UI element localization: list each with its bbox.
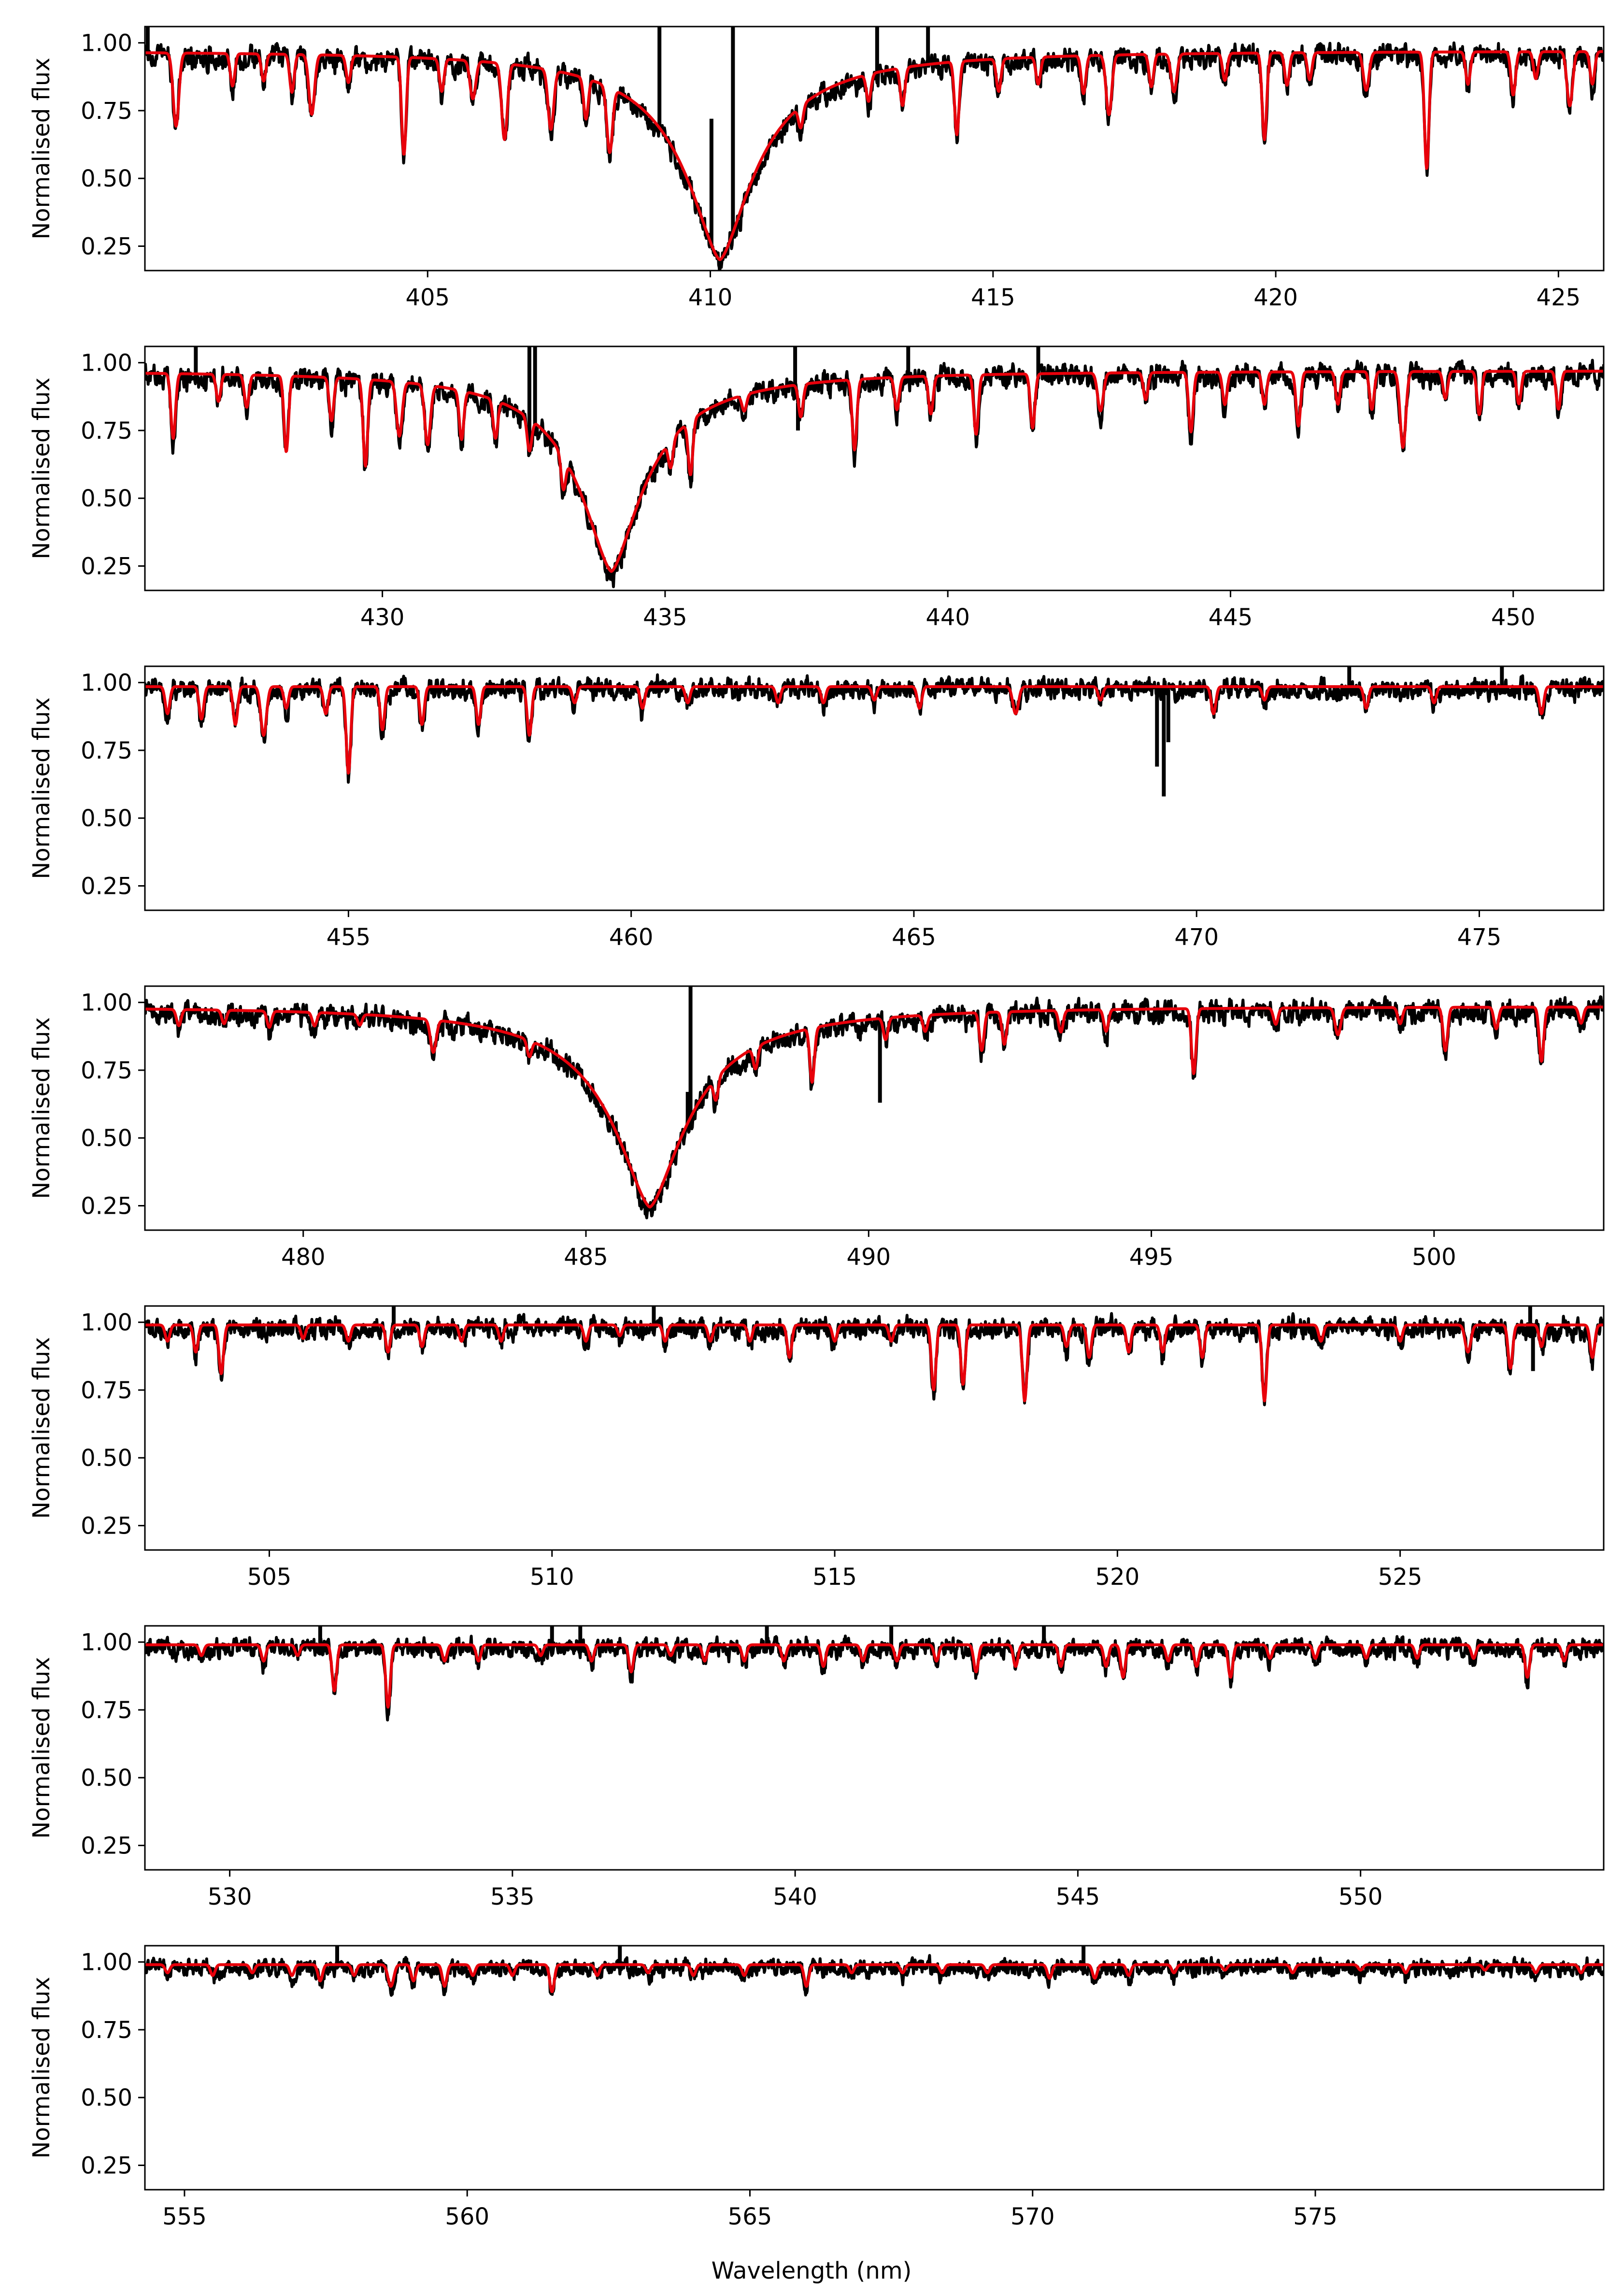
y-tick-label: 1.00 — [81, 1949, 132, 1976]
y-tick-label: 0.75 — [81, 417, 132, 445]
x-tick-label: 420 — [1253, 284, 1298, 311]
y-axis-label: Normalised flux — [28, 1977, 55, 2158]
x-tick-label: 490 — [846, 1244, 891, 1271]
x-tick-label: 525 — [1378, 1564, 1423, 1591]
x-tick-label: 460 — [609, 924, 654, 951]
observed-spectrum-line — [145, 673, 1604, 784]
x-tick-label: 550 — [1338, 1883, 1383, 1910]
x-tick-label: 545 — [1056, 1883, 1100, 1910]
model-spectrum-line — [145, 1963, 1604, 1993]
spectrum-panel-4: 480 485 490 495 500 0.25 0.50 0.75 1.00 Normalise… — [28, 985, 1605, 1271]
observed-spectrum-line — [145, 359, 1604, 588]
x-tick-label: 500 — [1412, 1244, 1456, 1271]
y-tick-label: 0.50 — [81, 1125, 132, 1152]
model-spectrum-line — [145, 1643, 1604, 1709]
spectrum-panel-1: 405 410 415 420 425 0.25 0.50 0.75 1.00 Normalise… — [28, 26, 1605, 311]
model-spectrum-line — [145, 685, 1604, 775]
x-tick-label: 450 — [1491, 604, 1536, 631]
x-tick-label: 555 — [162, 2203, 207, 2230]
y-tick-label: 1.00 — [81, 670, 132, 697]
y-tick-label: 0.75 — [81, 2017, 132, 2044]
y-tick-label: 0.25 — [81, 1833, 132, 1860]
spectrum-panel-5: 505 510 515 520 525 0.25 0.50 0.75 1.00 Normalise… — [28, 1305, 1605, 1591]
x-tick-label: 405 — [405, 284, 450, 311]
y-tick-label: 1.00 — [81, 1629, 132, 1656]
x-tick-label: 510 — [530, 1564, 574, 1591]
y-tick-label: 0.75 — [81, 1057, 132, 1084]
y-tick-label: 0.75 — [81, 98, 132, 125]
y-tick-label: 0.50 — [81, 2084, 132, 2111]
y-tick-label: 0.75 — [81, 1697, 132, 1724]
x-tick-label: 440 — [925, 604, 970, 631]
y-axis-label: Normalised flux — [28, 697, 55, 879]
x-tick-label: 480 — [281, 1244, 326, 1271]
model-spectrum-line — [145, 50, 1604, 261]
x-tick-label: 520 — [1096, 1564, 1140, 1591]
x-axis-label: Wavelength (nm) — [711, 2257, 912, 2284]
x-tick-label: 535 — [490, 1883, 535, 1910]
y-tick-label: 0.25 — [81, 1513, 132, 1540]
axes-frame — [144, 1305, 1605, 1551]
spectrum-panel-6: 530 535 540 545 550 0.25 0.50 0.75 1.00 Normalise… — [28, 1625, 1605, 1910]
y-tick-label: 0.50 — [81, 165, 132, 192]
axes-frame — [144, 26, 1605, 272]
x-tick-label: 505 — [247, 1564, 292, 1591]
y-tick-label: 0.50 — [81, 805, 132, 832]
y-axis-label: Normalised flux — [28, 1017, 55, 1199]
model-spectrum-line — [145, 370, 1604, 573]
observed-spectrum-line — [145, 1635, 1604, 1722]
x-tick-label: 470 — [1174, 924, 1219, 951]
spectrum-panel-3: 455 460 465 470 475 0.25 0.50 0.75 1.00 Normalise… — [28, 665, 1605, 951]
panel-stack: 405 410 415 420 425 0.25 0.50 0.75 1.00 Normalise… — [28, 26, 1605, 2230]
x-tick-label: 560 — [445, 2203, 489, 2230]
x-tick-label: 530 — [208, 1883, 252, 1910]
x-tick-label: 475 — [1457, 924, 1502, 951]
y-tick-label: 0.50 — [81, 1445, 132, 1472]
x-tick-label: 485 — [564, 1244, 608, 1271]
y-axis-label: Normalised flux — [28, 1337, 55, 1519]
x-tick-label: 540 — [773, 1883, 817, 1910]
y-tick-label: 0.25 — [81, 553, 132, 580]
y-tick-label: 1.00 — [81, 350, 132, 377]
axes-frame — [144, 1625, 1605, 1871]
x-tick-label: 455 — [327, 924, 371, 951]
x-tick-label: 445 — [1209, 604, 1253, 631]
y-axis-label: Normalised flux — [28, 57, 55, 239]
x-tick-label: 570 — [1011, 2203, 1055, 2230]
model-spectrum-line — [145, 1323, 1604, 1403]
observed-spectrum-line — [145, 1312, 1604, 1406]
y-axis-label: Normalised flux — [28, 377, 55, 559]
y-tick-label: 1.00 — [81, 30, 132, 57]
y-tick-label: 1.00 — [81, 990, 132, 1017]
x-tick-label: 495 — [1129, 1244, 1174, 1271]
x-tick-label: 465 — [892, 924, 936, 951]
x-tick-label: 515 — [812, 1564, 857, 1591]
y-tick-label: 0.75 — [81, 737, 132, 764]
model-spectrum-line — [145, 1005, 1604, 1209]
y-tick-label: 0.25 — [81, 873, 132, 900]
y-axis-label: Normalised flux — [28, 1657, 55, 1838]
x-tick-label: 430 — [360, 604, 405, 631]
x-tick-label: 575 — [1293, 2203, 1338, 2230]
y-tick-label: 0.25 — [81, 233, 132, 260]
spectrum-panel-7: 555 560 565 570 575 0.25 0.50 0.75 1.00 Normalise… — [28, 1945, 1605, 2230]
x-tick-label: 425 — [1537, 284, 1581, 311]
axes-frame — [144, 985, 1605, 1231]
axes-frame — [144, 1945, 1605, 2191]
y-tick-label: 0.50 — [81, 1765, 132, 1792]
x-tick-label: 410 — [688, 284, 733, 311]
axes-frame — [144, 345, 1605, 591]
x-tick-label: 565 — [728, 2203, 772, 2230]
y-tick-label: 0.25 — [81, 1193, 132, 1220]
y-tick-label: 0.25 — [81, 2152, 132, 2180]
x-tick-label: 415 — [971, 284, 1015, 311]
y-tick-label: 0.75 — [81, 1377, 132, 1404]
x-tick-label: 435 — [643, 604, 687, 631]
spectrum-panel-2: 430 435 440 445 450 0.25 0.50 0.75 1.00 Normalise… — [28, 345, 1605, 631]
y-tick-label: 1.00 — [81, 1309, 132, 1336]
y-tick-label: 0.50 — [81, 485, 132, 512]
axes-frame — [144, 665, 1605, 911]
